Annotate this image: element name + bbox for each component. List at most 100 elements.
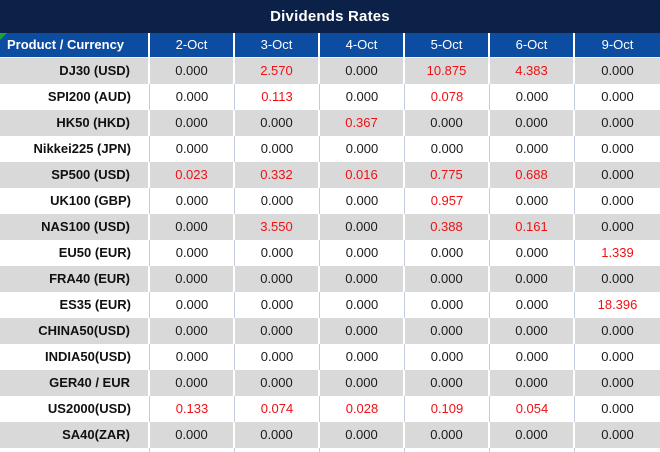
product-cell: NAS100 (USD) — [0, 214, 150, 240]
product-cell: FRA40 (EUR) — [0, 266, 150, 292]
partial-cell — [575, 448, 660, 452]
value-cell: 0.000 — [235, 266, 320, 292]
value-cell: 0.000 — [320, 84, 405, 110]
table-row: Nikkei225 (JPN) 0.000 0.000 0.000 0.000 0.000… — [0, 136, 660, 162]
value-cell: 0.367 — [320, 110, 405, 136]
value-cell: 0.016 — [320, 162, 405, 188]
value-cell: 0.000 — [490, 188, 575, 214]
table-row: US2000(USD) 0.133 0.074 0.028 0.109 0.054 0.00… — [0, 396, 660, 422]
value-cell: 0.000 — [150, 58, 235, 84]
value-cell: 0.000 — [490, 136, 575, 162]
column-header-date-3: 4-Oct — [320, 33, 405, 58]
table-row: GER40 / EUR 0.000 0.000 0.000 0.000 0.000 0.00… — [0, 370, 660, 396]
value-cell: 0.000 — [601, 271, 634, 286]
value-cell: 0.000 — [150, 370, 235, 396]
value-cell: 0.000 — [405, 266, 490, 292]
value-cell: 0.000 — [601, 375, 634, 390]
product-cell: DJ30 (USD) — [0, 58, 150, 84]
value-cell: 0.000 — [490, 266, 575, 292]
header-row: Product / Currency 2-Oct 3-Oct 4-Oct 5-Oct 6… — [0, 33, 660, 58]
value-cell: 0.000 — [150, 292, 235, 318]
partial-cell — [405, 448, 490, 452]
value-cell: 0.000 — [405, 370, 490, 396]
value-cell: 0.000 — [490, 84, 575, 110]
product-cell: SPI200 (AUD) — [0, 84, 150, 110]
value-cell: 0.000 — [235, 318, 320, 344]
value-cell: 0.028 — [320, 396, 405, 422]
value-cell: 0.000 — [490, 240, 575, 266]
value-cell: 0.000 — [405, 344, 490, 370]
value-cell: 0.000 — [235, 110, 320, 136]
table-row: INDIA50(USD) 0.000 0.000 0.000 0.000 0.000 0.0… — [0, 344, 660, 370]
table-row: NAS100 (USD) 0.000 3.550 0.000 0.388 0.161 0.0… — [0, 214, 660, 240]
value-cell: 0.000 — [405, 136, 490, 162]
value-cell: 0.000 — [490, 370, 575, 396]
value-cell: 0.000 — [320, 422, 405, 448]
table-row: ES35 (EUR) 0.000 0.000 0.000 0.000 0.000 18.39… — [0, 292, 660, 318]
value-cell: 0.000 — [320, 292, 405, 318]
dividends-table: Product / Currency 2-Oct 3-Oct 4-Oct 5-Oct 6… — [0, 33, 660, 452]
value-cell: 0.000 — [320, 370, 405, 396]
value-cell: 0.688 — [490, 162, 575, 188]
value-cell: 0.000 — [235, 370, 320, 396]
partial-cell — [235, 448, 320, 452]
value-cell: 0.000 — [601, 167, 634, 182]
value-cell: 0.957 — [405, 188, 490, 214]
product-cell: GER40 / EUR — [0, 370, 150, 396]
partial-next-row — [0, 448, 660, 452]
value-cell: 0.000 — [405, 292, 490, 318]
value-cell: 0.000 — [601, 63, 634, 78]
value-cell: 0.000 — [320, 344, 405, 370]
product-cell: UK100 (GBP) — [0, 188, 150, 214]
product-cell: CHINA50(USD) — [0, 318, 150, 344]
value-cell: 0.000 — [320, 136, 405, 162]
table-row: CHINA50(USD) 0.000 0.000 0.000 0.000 0.000 0.0… — [0, 318, 660, 344]
table-row: DJ30 (USD) 0.000 2.570 0.000 10.875 4.383 0.00… — [0, 58, 660, 84]
partial-cell — [320, 448, 405, 452]
value-cell: 0.000 — [601, 115, 634, 130]
value-cell: 0.000 — [150, 84, 235, 110]
column-header-date-5: 6-Oct — [490, 33, 575, 58]
value-cell: 3.550 — [235, 214, 320, 240]
partial-cell — [150, 448, 235, 452]
value-cell: 0.000 — [490, 422, 575, 448]
value-cell: 0.000 — [405, 318, 490, 344]
product-cell: SA40(ZAR) — [0, 422, 150, 448]
value-cell: 0.000 — [490, 110, 575, 136]
value-cell: 0.000 — [150, 422, 235, 448]
value-cell: 0.000 — [320, 188, 405, 214]
value-cell: 0.000 — [320, 318, 405, 344]
table-row: EU50 (EUR) 0.000 0.000 0.000 0.000 0.000 1.339 — [0, 240, 660, 266]
column-header-date-1: 2-Oct — [150, 33, 235, 58]
table-row: SPI200 (AUD) 0.000 0.113 0.000 0.078 0.000 0.0… — [0, 84, 660, 110]
value-cell: 0.000 — [320, 58, 405, 84]
value-cell: 0.000 — [405, 422, 490, 448]
column-header-date-6: 9-Oct — [575, 33, 660, 58]
value-cell: 0.000 — [405, 110, 490, 136]
value-cell: 0.000 — [150, 110, 235, 136]
excel-corner-flag-icon — [0, 33, 7, 40]
table-row: UK100 (GBP) 0.000 0.000 0.000 0.957 0.000 0.00… — [0, 188, 660, 214]
value-cell: 0.000 — [601, 219, 634, 234]
product-cell: ES35 (EUR) — [0, 292, 150, 318]
value-cell: 0.000 — [601, 427, 634, 442]
page-title: Dividends Rates — [270, 8, 390, 25]
value-cell: 0.000 — [601, 349, 634, 364]
value-cell: 0.000 — [601, 401, 634, 416]
column-header-product-label: Product / Currency — [7, 37, 125, 52]
product-cell: SP500 (USD) — [0, 162, 150, 188]
value-cell: 0.000 — [235, 344, 320, 370]
value-cell: 0.000 — [490, 344, 575, 370]
value-cell: 0.000 — [150, 136, 235, 162]
product-cell: INDIA50(USD) — [0, 344, 150, 370]
table-row: FRA40 (EUR) 0.000 0.000 0.000 0.000 0.000 0.00… — [0, 266, 660, 292]
value-cell: 0.000 — [150, 344, 235, 370]
value-cell: 0.000 — [320, 266, 405, 292]
value-cell: 0.000 — [490, 318, 575, 344]
product-cell: EU50 (EUR) — [0, 240, 150, 266]
column-header-date-4: 5-Oct — [405, 33, 490, 58]
value-cell: 0.000 — [235, 188, 320, 214]
column-header-product: Product / Currency — [0, 33, 150, 58]
table-row: HK50 (HKD) 0.000 0.000 0.367 0.000 0.000 0.000 — [0, 110, 660, 136]
value-cell: 0.161 — [490, 214, 575, 240]
